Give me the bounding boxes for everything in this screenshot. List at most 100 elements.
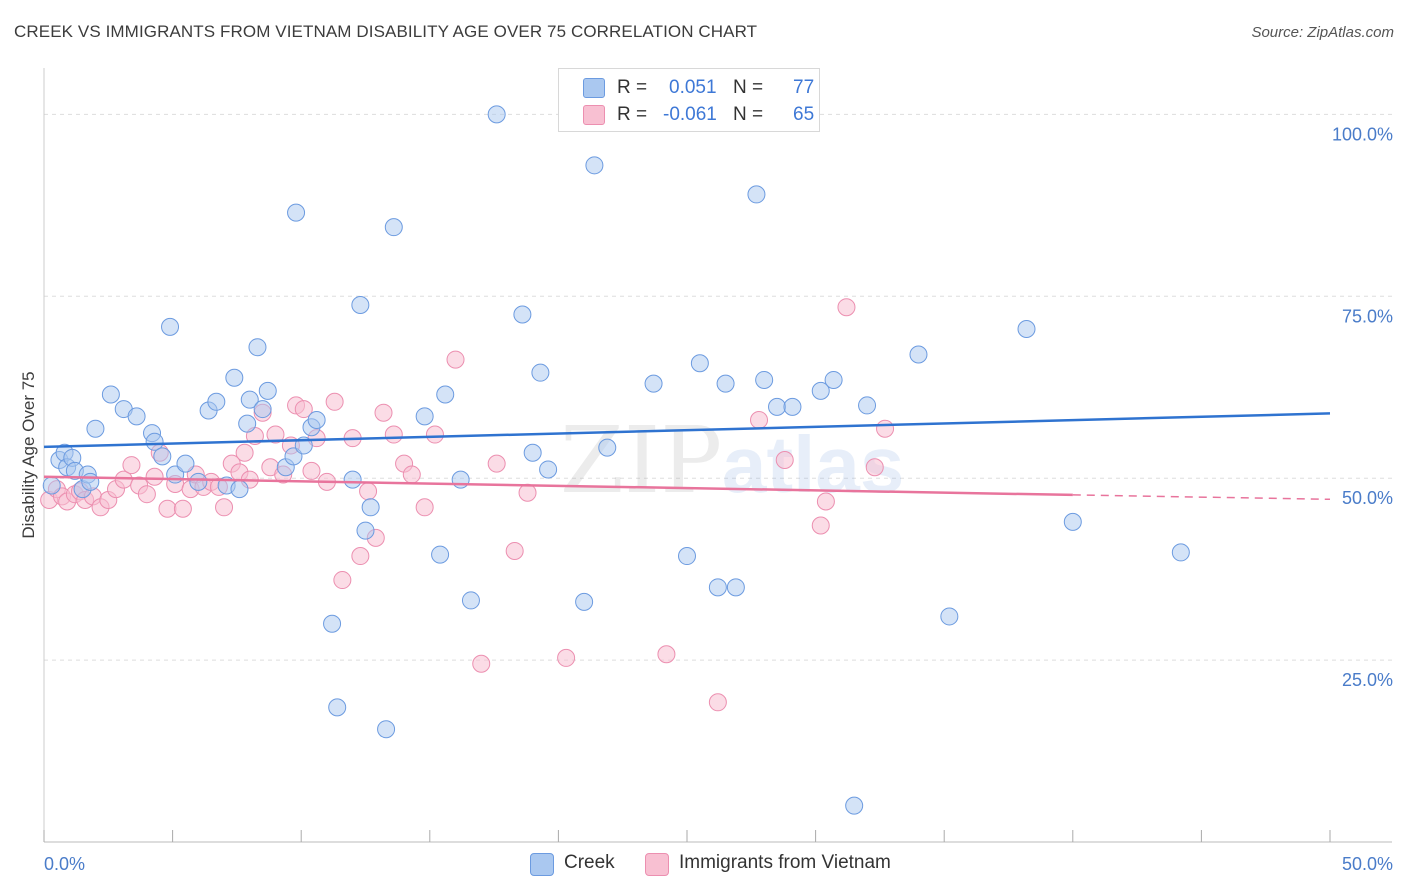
trend-line-creek (43, 412, 1331, 449)
data-point-creek (644, 374, 663, 393)
data-point-vietnam (158, 499, 177, 518)
data-point-vietnam (359, 482, 378, 501)
data-point-vietnam (145, 467, 164, 486)
data-point-creek (598, 438, 617, 457)
data-point-creek (343, 470, 362, 489)
data-point-creek (585, 156, 604, 175)
data-point-vietnam (557, 648, 576, 667)
data-point-vietnam (302, 461, 321, 480)
data-point-vietnam (351, 547, 370, 566)
data-point-creek (811, 381, 830, 400)
data-point-creek (708, 578, 727, 597)
legend-n-label: N = (733, 77, 764, 98)
data-point-creek (323, 614, 342, 633)
legend-n-label: N = (733, 104, 764, 125)
data-point-creek (258, 381, 277, 400)
y-tick-labels: 25.0% 50.0% 75.0% 100.0% (1332, 124, 1393, 690)
legend-r-label: R = (617, 104, 648, 125)
legend-swatch-creek (530, 853, 554, 876)
data-point-creek (678, 547, 696, 566)
trend-line-vietnam-extension (1072, 494, 1331, 501)
data-point-creek (207, 392, 226, 411)
chart-title: CREEK VS IMMIGRANTS FROM VIETNAM DISABIL… (14, 22, 758, 41)
data-point-vietnam (750, 410, 769, 429)
data-point-creek (575, 592, 594, 611)
data-point-vietnam (865, 458, 884, 477)
data-point-vietnam (235, 443, 254, 462)
legend-label-vietnam: Immigrants from Vietnam (679, 852, 891, 873)
data-point-vietnam (215, 498, 234, 517)
data-point-creek (253, 400, 272, 419)
data-point-vietnam (114, 470, 133, 489)
y-tick-label: 75.0% (1342, 306, 1393, 326)
data-point-vietnam (294, 400, 313, 419)
data-point-creek (755, 370, 774, 389)
data-point-vietnam (446, 350, 465, 369)
data-point-creek (539, 460, 558, 479)
data-point-creek (1171, 543, 1190, 562)
data-point-vietnam (487, 454, 506, 473)
data-point-creek (716, 374, 735, 393)
trend-line-vietnam (43, 475, 1073, 497)
y-axis-label: Disability Age Over 75 (19, 371, 38, 538)
data-point-creek (431, 545, 450, 564)
data-point-vietnam (876, 419, 895, 438)
data-point-creek (377, 720, 396, 739)
data-point-vietnam (122, 456, 141, 475)
data-point-vietnam (325, 392, 344, 411)
legend-label-creek: Creek (564, 852, 615, 873)
data-point-creek (1063, 512, 1082, 531)
data-point-creek (145, 432, 164, 451)
data-point-creek (858, 396, 877, 415)
data-point-creek (461, 591, 480, 610)
y-tick-label: 50.0% (1342, 488, 1393, 508)
data-point-vietnam (333, 571, 352, 590)
data-point-creek (909, 345, 928, 364)
legend-swatch-vietnam (583, 105, 605, 125)
data-point-vietnam (266, 425, 285, 444)
legend-swatch-vietnam (645, 853, 669, 876)
data-point-creek (1017, 320, 1036, 339)
data-point-creek (225, 368, 244, 387)
data-point-creek (230, 480, 249, 499)
data-point-creek (81, 472, 100, 491)
data-point-creek (287, 203, 306, 222)
data-point-vietnam (137, 485, 156, 504)
data-point-creek (451, 470, 470, 489)
x-tick-label: 0.0% (44, 854, 85, 874)
y-tick-label: 100.0% (1332, 124, 1393, 144)
watermark: ZIP atlas (560, 407, 904, 514)
data-point-vietnam (811, 516, 830, 535)
axes (43, 68, 1392, 843)
data-point-creek (487, 105, 506, 124)
trend-lines (43, 412, 1331, 501)
data-point-creek (690, 354, 709, 373)
data-point-creek (513, 305, 532, 324)
grid-lines (44, 113, 1392, 661)
data-point-vietnam (708, 693, 727, 712)
data-point-creek (86, 419, 105, 438)
legend-r-label: R = (617, 77, 648, 98)
data-point-creek (824, 370, 843, 389)
data-point-creek (328, 698, 347, 717)
data-point-creek (747, 185, 766, 204)
legend-n-value: 65 (793, 104, 815, 125)
data-point-vietnam (775, 451, 794, 469)
x-tick-label: 50.0% (1342, 854, 1393, 874)
data-point-creek (101, 385, 120, 404)
data-point-creek (768, 397, 787, 416)
data-point-creek (361, 498, 380, 517)
data-point-creek (845, 796, 864, 815)
data-point-vietnam (816, 492, 835, 511)
data-point-creek (161, 317, 180, 336)
data-point-vietnam (837, 298, 856, 317)
series-vietnam-points (40, 298, 895, 712)
stats-legend: R = 0.051 N = 77 R = -0.061 N = 65 (558, 68, 820, 132)
data-point-creek (940, 607, 959, 626)
data-point-vietnam (415, 498, 434, 517)
data-point-creek (307, 410, 326, 429)
data-point-creek (384, 218, 403, 237)
data-point-vietnam (384, 425, 403, 444)
data-point-creek (351, 296, 370, 315)
data-point-vietnam (173, 499, 192, 518)
